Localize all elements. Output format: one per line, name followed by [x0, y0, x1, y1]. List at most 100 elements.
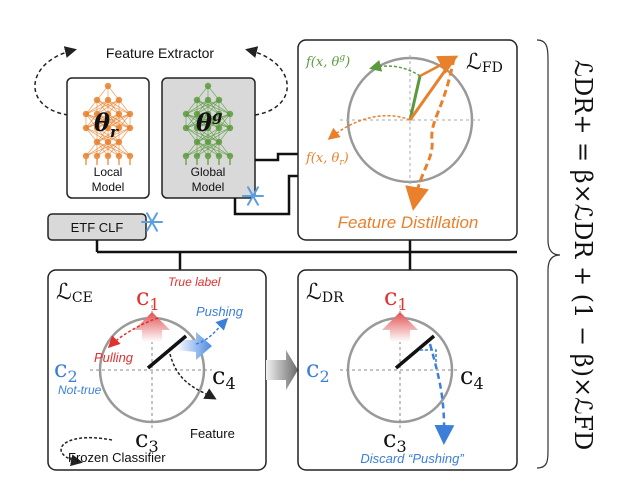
local-model-label-1: Local: [94, 165, 123, 179]
local-rotate-arrow: [34, 46, 77, 116]
local-model-label-2: Model: [92, 180, 125, 194]
network-edge: [185, 141, 220, 157]
network-node: [115, 124, 123, 132]
network-edge: [185, 141, 209, 157]
network-edge: [107, 127, 131, 143]
network-edge: [85, 113, 131, 129]
etf-clf-label: ETF CLF: [71, 220, 124, 235]
network-node: [126, 110, 134, 118]
network-edge: [85, 113, 120, 129]
network-node: [226, 152, 234, 160]
network-node: [104, 152, 112, 160]
network-edge: [185, 113, 220, 129]
feature-extractor-group: Feature Extractor θr Local Model θg Glob…: [34, 45, 288, 206]
ce-feature-label: Feature: [190, 426, 235, 441]
network-node: [93, 96, 101, 104]
network-node: [104, 82, 112, 90]
network-edge: [96, 113, 131, 129]
network-edge: [96, 99, 120, 115]
ce-true-label: True label: [168, 275, 221, 289]
global-model-box: [161, 77, 256, 199]
local-network-icon: [82, 82, 134, 165]
snowflake-icon: [141, 212, 163, 232]
network-node: [182, 110, 190, 118]
connector-lines: [95, 152, 517, 270]
equation-brace: [536, 39, 561, 469]
ce-c3-label: c3: [135, 425, 159, 456]
dr-discard-label: Discard “Pushing”: [360, 451, 464, 466]
dr-c1-label: c1: [384, 283, 408, 314]
feature-extractor-title: Feature Extractor: [106, 45, 214, 61]
network-edge: [185, 113, 209, 129]
network-edge: [85, 99, 120, 115]
network-node: [82, 110, 90, 118]
network-edge: [207, 113, 231, 129]
network-node: [115, 110, 123, 118]
network-edge: [196, 113, 231, 129]
network-node: [193, 110, 201, 118]
global-theta-symbol: θg: [196, 107, 223, 137]
global-model-label-1: Global: [191, 165, 226, 179]
global-network-icon: [182, 82, 234, 165]
network-node: [193, 96, 201, 104]
network-edge: [196, 141, 220, 157]
network-edge: [96, 127, 120, 143]
network-node: [93, 124, 101, 132]
ce-frozen-label: Frozen Classifier: [68, 450, 166, 465]
transition-arrow: [266, 350, 298, 390]
equation-text: ℒDR+ = β×ℒDR + (1 − β)×ℒFD: [569, 60, 597, 451]
network-edge: [107, 113, 131, 129]
network-node: [126, 152, 134, 160]
dr-panel: ℒDR c1 c2 c4 c3 Discard “Pushing”: [297, 269, 518, 471]
network-node: [226, 124, 234, 132]
network-node: [104, 138, 112, 146]
network-node: [204, 124, 212, 132]
network-node: [82, 124, 90, 132]
network-edge: [185, 99, 220, 115]
network-node: [93, 110, 101, 118]
network-edge: [185, 113, 231, 129]
network-edge: [85, 99, 109, 115]
ce-panel: ℒCE c1 True label Pushing Pulling c2 Not…: [47, 269, 267, 471]
dr-loss-label: ℒDR: [306, 280, 344, 306]
fd-loss-label: ℒFD: [466, 50, 503, 76]
network-node: [115, 96, 123, 104]
network-edge: [185, 99, 209, 115]
network-node: [215, 152, 223, 160]
network-node: [215, 124, 223, 132]
network-edge: [96, 141, 120, 157]
snowflake-icon: [242, 186, 264, 206]
fd-caption: Feature Distillation: [338, 213, 479, 232]
network-node: [193, 124, 201, 132]
f-global-label: f(x, θg): [305, 53, 350, 70]
network-edge: [96, 127, 131, 143]
ce-loss-label: ℒCE: [56, 280, 93, 306]
network-edge: [85, 141, 120, 157]
network-node: [82, 152, 90, 160]
network-edge: [196, 127, 220, 143]
network-edge: [85, 141, 109, 157]
network-edge: [196, 127, 231, 143]
ce-pushing-label: Pushing: [196, 304, 244, 319]
network-node: [93, 138, 101, 146]
dr-c4-label: c4: [460, 362, 484, 393]
ce-not-true-label: Not-true: [58, 383, 102, 397]
dr-c2-label: c2: [306, 355, 330, 386]
network-node: [215, 96, 223, 104]
network-node: [204, 110, 212, 118]
network-node: [204, 96, 212, 104]
network-node: [182, 152, 190, 160]
network-node: [182, 124, 190, 132]
network-node: [93, 152, 101, 160]
network-node: [226, 110, 234, 118]
network-node: [204, 152, 212, 160]
network-edge: [196, 99, 220, 115]
network-node: [193, 152, 201, 160]
network-node: [204, 138, 212, 146]
network-node: [104, 96, 112, 104]
network-node: [193, 138, 201, 146]
network-node: [104, 110, 112, 118]
network-node: [215, 138, 223, 146]
network-node: [204, 82, 212, 90]
